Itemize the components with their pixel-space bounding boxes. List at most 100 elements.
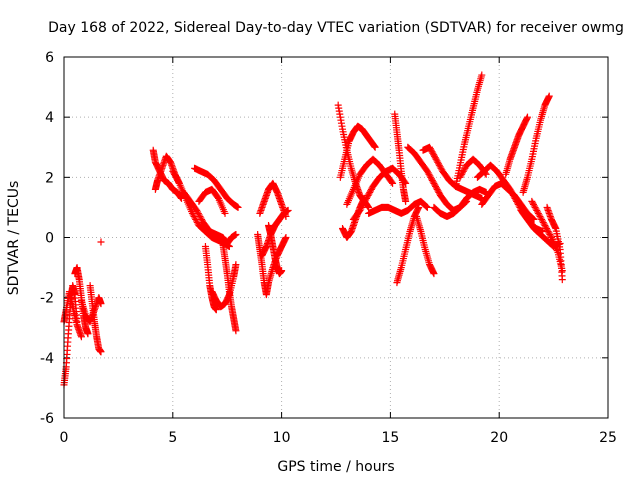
y-tick-label: 4 xyxy=(45,110,54,126)
data-point xyxy=(459,167,467,175)
data-point xyxy=(533,206,541,214)
data-point xyxy=(170,170,178,178)
data-point xyxy=(191,214,199,222)
data-point xyxy=(529,200,537,208)
data-point xyxy=(362,196,370,204)
data-point xyxy=(171,172,179,180)
data-point xyxy=(534,209,542,217)
data-point xyxy=(192,215,200,223)
data-point xyxy=(415,203,423,211)
data-point xyxy=(541,221,549,229)
data-point xyxy=(188,209,196,217)
data-point xyxy=(458,170,466,178)
data-point xyxy=(528,197,536,205)
data-point xyxy=(221,209,229,217)
data-point xyxy=(402,197,410,205)
data-point xyxy=(532,205,540,213)
data-point xyxy=(436,163,444,171)
data-point xyxy=(358,203,366,211)
data-point xyxy=(195,211,203,219)
data-point xyxy=(544,227,552,235)
data-point xyxy=(530,202,538,210)
data-point xyxy=(193,218,201,226)
data-point xyxy=(535,211,543,219)
data-point xyxy=(192,217,200,225)
data-point xyxy=(424,169,432,177)
data-point xyxy=(430,151,438,159)
data-point xyxy=(365,190,373,198)
data-point xyxy=(433,157,441,165)
series-track xyxy=(254,230,290,299)
x-tick-label: 5 xyxy=(168,430,177,446)
data-point xyxy=(540,220,548,228)
data-point xyxy=(97,238,105,246)
data-point xyxy=(426,172,434,180)
series-track xyxy=(180,188,240,248)
data-point xyxy=(194,209,202,217)
data-point xyxy=(434,187,442,195)
data-point xyxy=(534,208,542,216)
data-point xyxy=(362,194,370,202)
data-point xyxy=(531,203,539,211)
data-point xyxy=(435,188,443,196)
x-tick-label: 20 xyxy=(490,430,508,446)
data-point xyxy=(358,202,366,210)
data-point xyxy=(435,160,443,168)
data-point xyxy=(170,169,178,177)
data-point xyxy=(432,184,440,192)
data-point xyxy=(428,148,436,156)
data-point xyxy=(194,208,202,216)
data-point xyxy=(388,178,396,186)
data-point xyxy=(428,176,436,184)
series-track xyxy=(349,164,410,223)
data-point xyxy=(537,214,545,222)
x-tick-labels: 0 5 10 15 20 25 xyxy=(60,430,617,446)
x-tick-label: 25 xyxy=(599,430,617,446)
series-track xyxy=(86,282,105,356)
data-point xyxy=(422,202,430,210)
data-point xyxy=(197,214,205,222)
data-point xyxy=(97,300,105,308)
data-point xyxy=(427,146,435,154)
data-point xyxy=(232,230,240,238)
data-point xyxy=(432,182,440,190)
y-tick-labels: -6 -4 -2 0 2 4 6 xyxy=(40,50,54,427)
data-point xyxy=(423,203,431,211)
series-track xyxy=(502,113,531,178)
data-point xyxy=(357,205,365,213)
y-axis-label: SDTVAR / TECUs xyxy=(6,181,22,296)
data-point xyxy=(189,211,197,219)
series-track xyxy=(365,197,431,217)
data-point xyxy=(543,224,551,232)
series-track xyxy=(391,110,410,205)
data-point xyxy=(360,199,368,207)
data-point xyxy=(431,154,439,162)
data-point xyxy=(430,270,438,278)
data-point xyxy=(169,167,177,175)
y-tick-label: -6 xyxy=(40,411,54,427)
series-track xyxy=(413,212,438,278)
data-point xyxy=(364,191,372,199)
data-point xyxy=(196,212,204,220)
data-point xyxy=(434,158,442,166)
data-points xyxy=(60,71,566,389)
series-track xyxy=(219,240,240,335)
data-point xyxy=(529,199,537,207)
data-point xyxy=(97,348,105,356)
data-point xyxy=(457,172,465,180)
data-point xyxy=(429,149,437,157)
data-point xyxy=(234,203,242,211)
data-point xyxy=(437,164,445,172)
gridlines xyxy=(64,57,608,418)
x-tick-label: 0 xyxy=(60,430,69,446)
data-point xyxy=(367,185,375,193)
data-point xyxy=(538,217,546,225)
y-tick-label: -4 xyxy=(40,351,54,367)
data-point xyxy=(423,167,431,175)
data-point xyxy=(429,178,437,186)
series-track xyxy=(149,146,186,202)
series-track xyxy=(543,203,566,284)
data-point xyxy=(174,176,182,184)
data-point xyxy=(539,218,547,226)
